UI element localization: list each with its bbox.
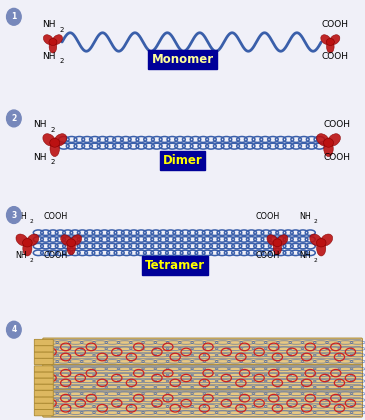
Text: 2: 2 (30, 258, 34, 263)
Text: NH: NH (42, 52, 55, 61)
FancyBboxPatch shape (34, 378, 53, 384)
Ellipse shape (327, 40, 334, 53)
FancyBboxPatch shape (43, 365, 362, 391)
Ellipse shape (27, 234, 39, 246)
Text: NH: NH (15, 251, 27, 260)
Ellipse shape (67, 241, 75, 255)
Text: 2: 2 (30, 219, 34, 224)
Ellipse shape (49, 39, 57, 45)
FancyBboxPatch shape (34, 384, 53, 390)
Text: Dimer: Dimer (163, 154, 202, 167)
Text: COOH: COOH (322, 52, 349, 61)
Ellipse shape (52, 35, 62, 45)
Ellipse shape (328, 134, 341, 146)
FancyBboxPatch shape (43, 389, 362, 417)
Text: NH: NH (33, 121, 46, 129)
Text: COOH: COOH (255, 251, 280, 260)
Text: 1: 1 (11, 12, 16, 21)
Text: Monomer: Monomer (151, 53, 214, 66)
Ellipse shape (49, 40, 57, 53)
Text: 2: 2 (59, 58, 64, 64)
Ellipse shape (277, 235, 288, 246)
Ellipse shape (317, 241, 326, 256)
Text: COOH: COOH (323, 153, 350, 162)
Ellipse shape (70, 235, 82, 246)
Ellipse shape (320, 234, 333, 246)
Text: 2: 2 (50, 160, 55, 165)
Text: COOH: COOH (255, 212, 280, 221)
FancyBboxPatch shape (34, 339, 53, 346)
Ellipse shape (273, 241, 281, 255)
FancyBboxPatch shape (34, 397, 53, 403)
Text: NH: NH (299, 212, 311, 221)
FancyBboxPatch shape (34, 403, 53, 410)
Ellipse shape (61, 235, 72, 246)
FancyBboxPatch shape (34, 372, 53, 378)
Ellipse shape (316, 134, 329, 146)
Ellipse shape (43, 134, 55, 146)
Ellipse shape (50, 138, 60, 147)
Ellipse shape (50, 141, 59, 157)
FancyBboxPatch shape (34, 410, 53, 416)
Circle shape (7, 8, 21, 25)
Ellipse shape (326, 39, 334, 45)
Text: COOH: COOH (44, 251, 68, 260)
FancyBboxPatch shape (34, 346, 53, 352)
Ellipse shape (321, 35, 331, 45)
Text: 2: 2 (11, 114, 16, 123)
Text: 2: 2 (50, 127, 55, 133)
Circle shape (7, 110, 21, 127)
Ellipse shape (316, 239, 326, 247)
Text: COOH: COOH (44, 212, 68, 221)
Text: 2: 2 (59, 27, 64, 33)
Text: NH: NH (15, 212, 27, 221)
Ellipse shape (267, 235, 278, 246)
FancyBboxPatch shape (34, 366, 53, 372)
Text: 2: 2 (313, 219, 317, 224)
Ellipse shape (43, 35, 54, 45)
Ellipse shape (273, 239, 282, 247)
Text: NH: NH (42, 21, 55, 29)
Ellipse shape (323, 138, 334, 147)
Text: 2: 2 (313, 258, 317, 263)
Text: COOH: COOH (323, 121, 350, 129)
Ellipse shape (23, 239, 32, 247)
Text: 3: 3 (11, 210, 16, 220)
Ellipse shape (310, 234, 322, 246)
Ellipse shape (67, 239, 76, 247)
Ellipse shape (16, 234, 28, 246)
Ellipse shape (54, 134, 67, 146)
Text: Tetramer: Tetramer (145, 259, 205, 272)
FancyBboxPatch shape (34, 352, 53, 358)
Ellipse shape (23, 241, 32, 256)
FancyBboxPatch shape (43, 338, 362, 366)
FancyBboxPatch shape (34, 358, 53, 365)
Text: NH: NH (299, 251, 311, 260)
Text: NH: NH (33, 153, 46, 162)
Circle shape (7, 321, 21, 338)
Circle shape (7, 207, 21, 223)
Ellipse shape (330, 35, 340, 45)
Text: COOH: COOH (322, 21, 349, 29)
Ellipse shape (324, 141, 333, 157)
FancyBboxPatch shape (34, 391, 53, 397)
Text: 4: 4 (11, 325, 16, 334)
